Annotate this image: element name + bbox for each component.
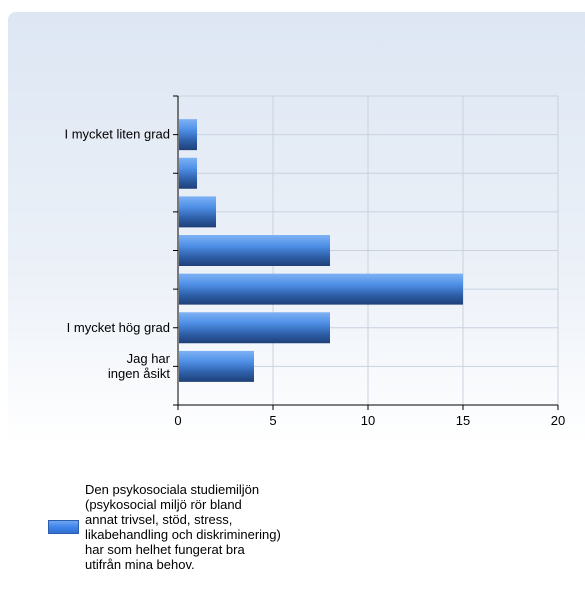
x-tick-label: 5: [269, 413, 276, 428]
labels: 0 5 10 15 20 I mycket liten grad I mycket hög …: [65, 127, 566, 428]
bar: [179, 157, 197, 189]
x-tick-label: 10: [361, 413, 375, 428]
x-tick-label: 20: [551, 413, 565, 428]
bar: [179, 350, 254, 382]
category-label: I mycket liten grad: [65, 127, 171, 142]
category-label: Jag har: [127, 351, 171, 366]
legend-label: Den psykosociala studiemiljön (psykosoci…: [85, 482, 281, 572]
legend-swatch: [48, 520, 79, 534]
bar: [179, 273, 463, 305]
legend: Den psykosociala studiemiljön (psykosoci…: [48, 482, 325, 572]
bar: [179, 119, 197, 151]
bar: [179, 312, 330, 344]
x-tick-label: 0: [174, 413, 181, 428]
category-label: I mycket hög grad: [67, 320, 170, 335]
x-tick-label: 15: [456, 413, 470, 428]
bars: [179, 119, 463, 382]
category-label: ingen åsikt: [108, 366, 171, 381]
bar-chart: 0 5 10 15 20 I mycket liten grad I mycket hög …: [65, 95, 566, 428]
chart-panel: 0 5 10 15 20 I mycket liten grad I mycket hög …: [8, 12, 585, 589]
axes: [173, 95, 559, 410]
bar: [179, 196, 216, 228]
bar: [179, 235, 330, 266]
